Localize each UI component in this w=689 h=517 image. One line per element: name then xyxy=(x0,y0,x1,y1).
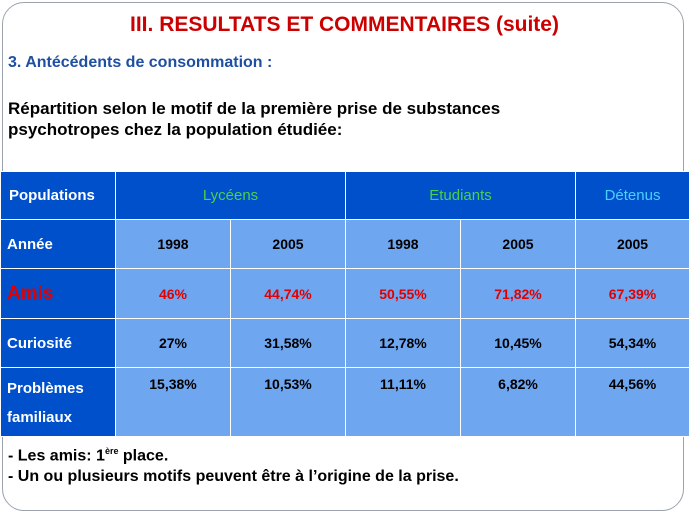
table-cell: 12,78% xyxy=(345,318,461,368)
row-label-amis: Amis xyxy=(0,268,116,319)
table-row: Curiosité 27% 31,58% 12,78% 10,45% 54,34… xyxy=(0,318,689,368)
table-cell: 31,58% xyxy=(230,318,346,368)
table-cell: 54,34% xyxy=(575,318,689,368)
note-line-1: - Les amis: 1ère place. xyxy=(8,441,459,466)
slide-title: III. RESULTATS ET COMMENTAIRES (suite) xyxy=(130,13,559,36)
note-1-suffix: place. xyxy=(118,447,169,465)
row-label-problemes-familiaux: Problèmes familiaux xyxy=(0,367,116,437)
header-populations: Populations xyxy=(0,171,116,220)
table-cell: 2005 xyxy=(230,219,346,269)
table-cell: 50,55% xyxy=(345,268,461,319)
table-header-row: Populations Lycéens Etudiants Détenus xyxy=(0,171,689,220)
row-label-annee: Année xyxy=(0,219,116,269)
table-cell: 71,82% xyxy=(459,268,577,319)
table-cell: 2005 xyxy=(575,219,689,269)
intro-line-1: Répartition selon le motif de la premièr… xyxy=(8,99,501,118)
header-detenus: Détenus xyxy=(575,171,689,220)
table-cell: 15,38% xyxy=(115,367,231,437)
row-label-line-2: familiaux xyxy=(7,409,73,426)
table-row: Année 1998 2005 1998 2005 2005 xyxy=(0,219,689,269)
table-cell: 10,53% xyxy=(230,367,346,437)
intro-line-2: psychotropes chez la population étudiée: xyxy=(8,120,343,139)
table-cell: 46% xyxy=(115,268,231,319)
section-subtitle: 3. Antécédents de consommation : xyxy=(8,54,273,71)
table-row: Problèmes familiaux 15,38% 10,53% 11,11%… xyxy=(0,367,689,437)
notes: - Les amis: 1ère place. - Un ou plusieur… xyxy=(8,441,459,487)
intro-text: Répartition selon le motif de la premièr… xyxy=(8,98,648,140)
header-lyceens: Lycéens xyxy=(115,171,346,220)
table-row: Amis 46% 44,74% 50,55% 71,82% 67,39% xyxy=(0,268,689,319)
table-cell: 2005 xyxy=(459,219,577,269)
header-etudiants: Etudiants xyxy=(344,171,577,220)
row-label-line-1: Problèmes xyxy=(7,380,84,397)
results-table: Populations Lycéens Etudiants Détenus An… xyxy=(0,171,689,437)
table-cell: 67,39% xyxy=(575,268,689,319)
row-label-curiosite: Curiosité xyxy=(0,318,116,368)
table-cell: 27% xyxy=(115,318,231,368)
table-cell: 44,74% xyxy=(230,268,346,319)
note-1-prefix: - Les amis: 1 xyxy=(8,447,105,465)
note-1-sup: ère xyxy=(104,446,119,456)
table-cell: 44,56% xyxy=(575,367,689,437)
table-cell: 10,45% xyxy=(459,318,577,368)
table-cell: 1998 xyxy=(345,219,461,269)
table-cell: 11,11% xyxy=(345,367,461,437)
table-cell: 1998 xyxy=(115,219,231,269)
table-cell: 6,82% xyxy=(459,367,577,437)
note-line-2: - Un ou plusieurs motifs peuvent être à … xyxy=(8,468,459,486)
